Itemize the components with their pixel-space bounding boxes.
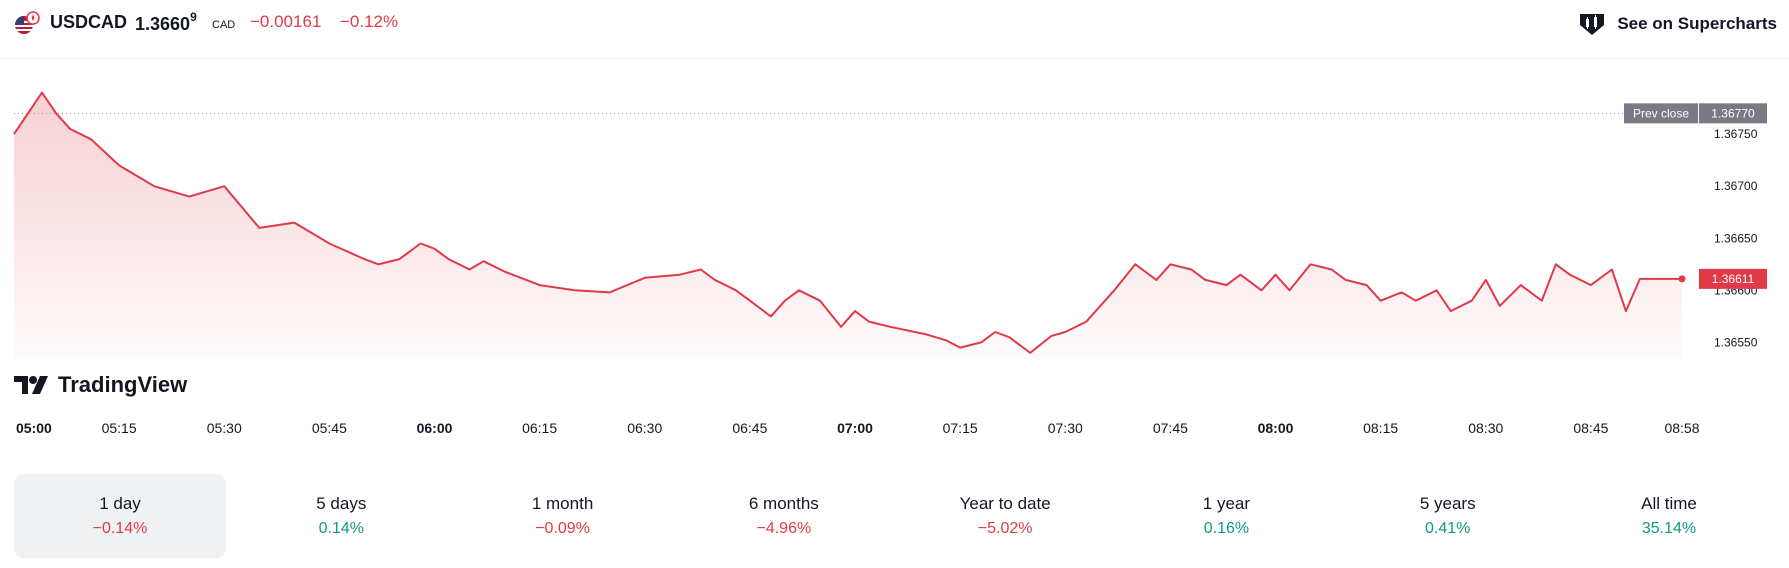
supercharts-icon xyxy=(1580,14,1605,35)
prev-close-tag xyxy=(1624,103,1698,124)
prev-close-tag-label: Prev close xyxy=(1633,106,1689,120)
price-chart[interactable]: 1.36750 1.36700 1.36650 1.36600 1.36550 05:0… xyxy=(0,58,1789,448)
period-change-value: −0.14% xyxy=(92,520,148,537)
period-label: 5 days xyxy=(316,494,367,513)
x-axis-tick-label: 05:30 xyxy=(207,420,242,436)
period-change-value: −5.02% xyxy=(977,520,1033,537)
period-tab[interactable]: 1 month −0.09% xyxy=(457,474,669,558)
x-axis-tick-label: 07:00 xyxy=(837,420,873,436)
period-label: 1 year xyxy=(1202,494,1251,513)
period-change-value: 0.14% xyxy=(318,520,364,537)
period-change-value: −0.09% xyxy=(535,520,590,537)
symbol-name[interactable]: USDCAD xyxy=(50,12,128,32)
period-tab[interactable]: 1 day −0.14% xyxy=(14,474,226,558)
symbol-header: USDCAD 1.36609 CAD −0.00161 −0.12% See o… xyxy=(0,0,1789,59)
period-selector: 1 day −0.14% 5 days 0.14% 1 month −0.09% 6 mon… xyxy=(0,474,1789,558)
x-axis-tick-label: 08:00 xyxy=(1258,420,1294,436)
last-price-dot xyxy=(1678,275,1686,283)
period-change-value: 0.41% xyxy=(1425,520,1471,537)
y-axis-tick-label: 1.36550 xyxy=(1714,335,1758,349)
x-axis-tick-label: 07:30 xyxy=(1048,420,1083,436)
price-area-fill xyxy=(14,92,1682,358)
x-axis-tick-label: 06:00 xyxy=(417,420,453,436)
period-label: 6 months xyxy=(748,494,819,513)
x-axis-tick-label: 05:45 xyxy=(312,420,347,436)
price-line xyxy=(13,91,1682,354)
x-axis-tick-label: 06:15 xyxy=(522,420,557,436)
price-change-percent: −0.12% xyxy=(340,12,399,31)
x-axis-tick-label: 08:15 xyxy=(1363,420,1398,436)
period-tab[interactable]: Year to date −5.02% xyxy=(899,474,1111,558)
price-change: −0.00161 xyxy=(250,12,322,31)
period-label: 5 years xyxy=(1419,494,1476,513)
period-tab[interactable]: 1 year 0.16% xyxy=(1120,474,1332,558)
x-axis-tick-label: 05:00 xyxy=(16,420,52,436)
x-axis-tick-label: 06:30 xyxy=(627,420,662,436)
period-change-value: 0.16% xyxy=(1203,520,1250,537)
y-axis-tick-label: 1.36650 xyxy=(1714,231,1758,245)
period-tab[interactable]: 6 months −4.96% xyxy=(678,474,890,558)
period-tab[interactable]: All time 35.14% xyxy=(1563,474,1775,558)
x-axis-tick-label: 05:15 xyxy=(102,420,137,436)
y-axis-tick-label: 1.36750 xyxy=(1714,127,1758,141)
x-axis-tick-label: 08:45 xyxy=(1573,420,1608,436)
period-label: Year to date xyxy=(959,494,1051,513)
y-axis-tick-label: 1.36700 xyxy=(1714,179,1758,193)
tradingview-wordmark: TradingView xyxy=(58,372,188,397)
period-label: 1 month xyxy=(531,494,594,513)
last-price-tag xyxy=(1699,268,1767,289)
prev-close-value: 1.36770 xyxy=(1711,106,1755,120)
x-axis-tick-label: 07:45 xyxy=(1153,420,1188,436)
x-axis-tick-label: 08:30 xyxy=(1468,420,1503,436)
x-axis-tick-label: 08:58 xyxy=(1664,420,1699,436)
tradingview-watermark: TradingView xyxy=(14,372,187,398)
price-superscript: 9 xyxy=(190,10,197,24)
see-on-supercharts-label: See on Supercharts xyxy=(1617,14,1777,33)
period-change-value: −4.96% xyxy=(756,520,812,537)
last-price: 1.36609 xyxy=(135,10,197,35)
price-main: 1.3660 xyxy=(135,14,191,34)
period-label: All time xyxy=(1641,494,1697,513)
see-on-supercharts-button[interactable]: See on Supercharts xyxy=(1577,10,1777,38)
us-ca-flag-icon xyxy=(15,11,40,34)
period-tab[interactable]: 5 days 0.14% xyxy=(235,474,447,558)
period-change-value: 35.14% xyxy=(1641,520,1697,537)
period-label: 1 day xyxy=(99,494,141,513)
tradingview-logo-icon xyxy=(14,376,48,394)
prev-close-value-tag xyxy=(1699,103,1767,124)
currency-label: CAD xyxy=(212,19,236,31)
x-axis-tick-label: 07:15 xyxy=(943,420,978,436)
period-tab[interactable]: 5 years 0.41% xyxy=(1342,474,1554,558)
x-axis-tick-label: 06:45 xyxy=(732,420,767,436)
last-price-tag-label: 1.36611 xyxy=(1712,272,1755,286)
